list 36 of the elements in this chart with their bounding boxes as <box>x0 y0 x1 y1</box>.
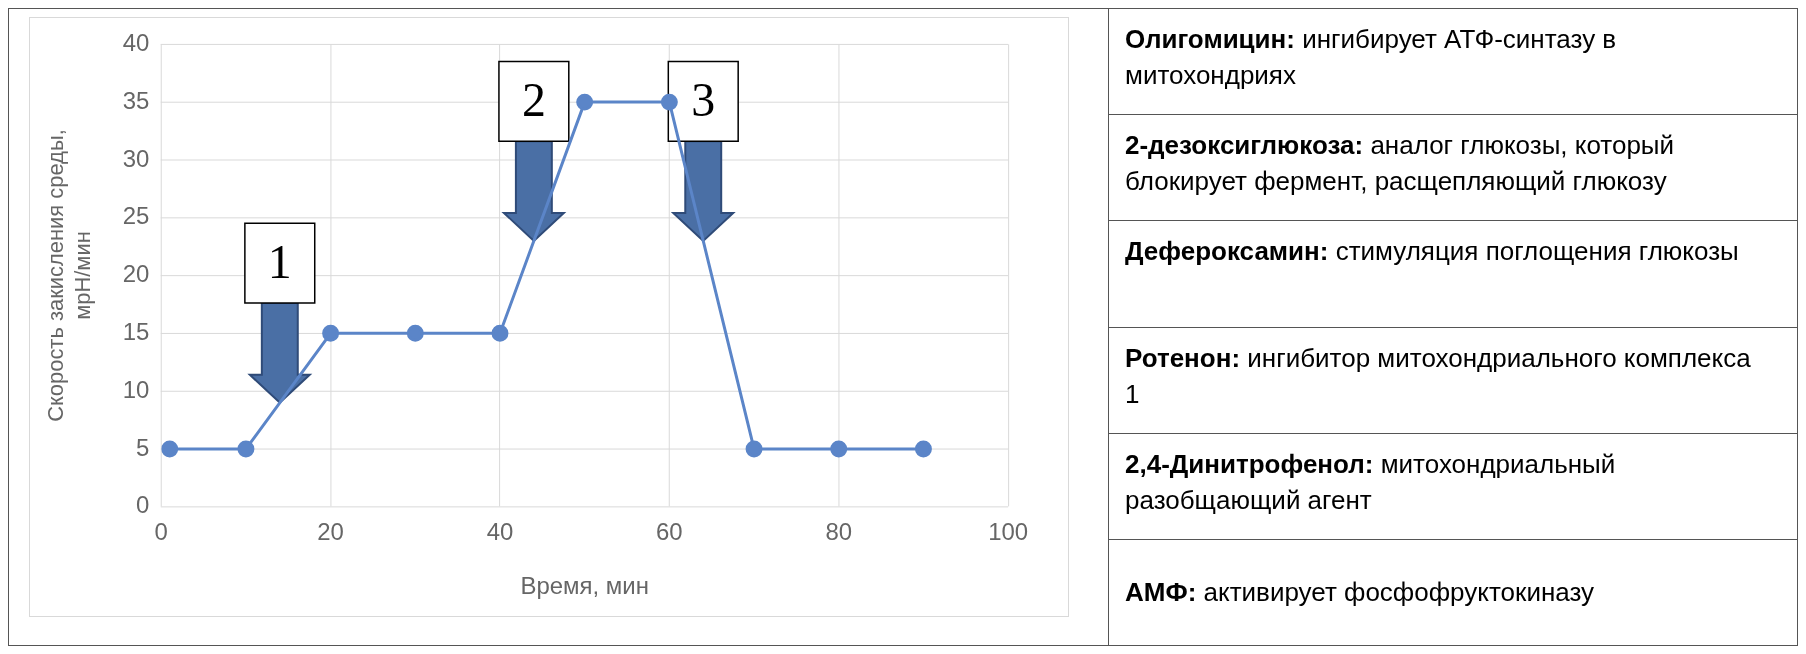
y-tick-label: 25 <box>122 202 150 230</box>
point <box>491 324 509 342</box>
y-axis-title: Скорость закисления среды, мрН/мин <box>43 129 95 422</box>
y-tick-label: 40 <box>122 28 150 56</box>
point <box>745 440 763 458</box>
x-tick-label: 80 <box>825 517 853 545</box>
point <box>161 440 179 458</box>
x-tick-label: 60 <box>656 517 683 545</box>
y-tick-label: 35 <box>122 86 150 114</box>
text: Ротенон: ингибитор митохондриального комплекса 1 <box>1125 342 1751 409</box>
x-tick-label: 20 <box>317 517 344 545</box>
text: 2,4-Динитрофенол: митохондриальный разобщающий агент <box>1125 448 1616 515</box>
text: АМФ: активирует фосфофруктокиназу <box>1125 577 1595 608</box>
y-tick-label: 5 <box>135 433 150 461</box>
y-tick-label: 0 <box>135 491 150 519</box>
x-tick-label: 0 <box>154 517 168 545</box>
text: Дефероксамин: стимуляция поглощения глюкозы <box>1125 236 1739 267</box>
x-tick-label: 40 <box>486 517 514 545</box>
point <box>576 93 594 111</box>
x-tick-label: 100 <box>988 517 1029 545</box>
point <box>914 440 932 458</box>
y-tick-label: 20 <box>122 260 150 288</box>
point <box>660 93 678 111</box>
point <box>830 440 848 458</box>
point <box>237 440 255 458</box>
annotation: 1 <box>267 234 292 288</box>
annotation: 2 <box>521 72 546 126</box>
y-tick-label: 15 <box>122 317 150 345</box>
point <box>322 324 340 342</box>
text: 2-дезоксиглюкоза: аналог глюкозы, который блокирует фермент, расщепляющий глюкозу <box>1125 130 1675 197</box>
point <box>406 324 424 342</box>
x-axis-title: Время, мин <box>520 572 649 600</box>
text: Олигомицин: ингибирует АТФ-синтазу в митохондриях <box>1125 24 1617 90</box>
y-tick-label: 10 <box>122 375 150 403</box>
y-tick-label: 30 <box>122 144 150 172</box>
annotation: 3 <box>691 72 716 126</box>
